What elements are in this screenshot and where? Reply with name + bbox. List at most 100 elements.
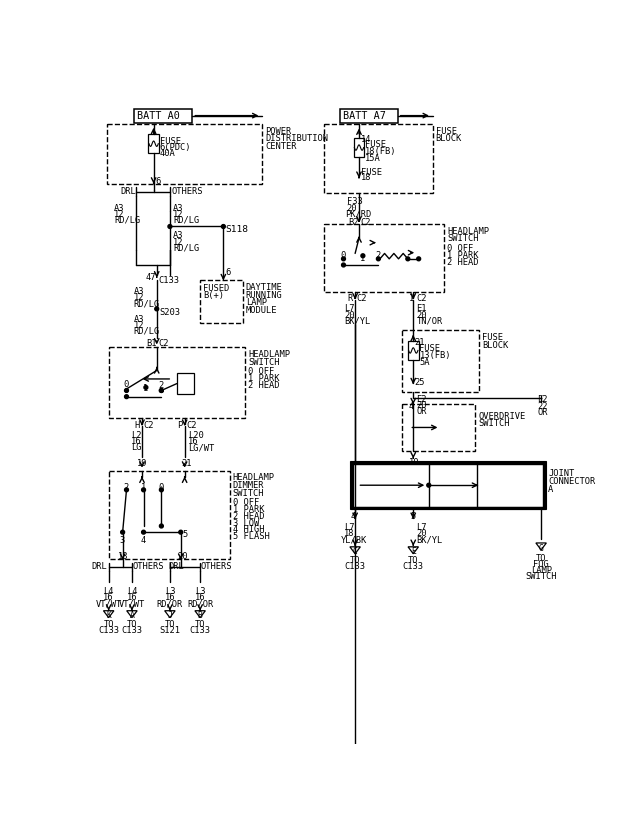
Bar — [324, 125, 433, 194]
Text: L7: L7 — [344, 522, 355, 532]
Text: 12: 12 — [134, 293, 144, 302]
Text: B1: B1 — [146, 339, 156, 348]
Text: 21: 21 — [415, 337, 426, 346]
Text: 0: 0 — [158, 482, 164, 492]
Text: 13(FB): 13(FB) — [419, 350, 451, 359]
Text: TN/OR: TN/OR — [417, 317, 443, 325]
Text: 16: 16 — [127, 593, 137, 602]
Text: FUSED: FUSED — [204, 284, 230, 293]
Text: L7: L7 — [417, 522, 427, 532]
Text: 12: 12 — [173, 237, 184, 247]
Text: HEADLAMP: HEADLAMP — [248, 349, 290, 359]
Text: 4: 4 — [351, 511, 356, 520]
Bar — [107, 125, 262, 185]
Text: 40A: 40A — [160, 149, 175, 158]
Text: LG: LG — [131, 442, 141, 451]
Text: 20: 20 — [178, 552, 188, 561]
Text: S118: S118 — [226, 225, 249, 234]
Text: C2: C2 — [158, 339, 169, 348]
Text: TO: TO — [350, 556, 360, 564]
Text: 16: 16 — [195, 593, 205, 602]
Text: OTHERS: OTHERS — [132, 562, 164, 571]
Circle shape — [406, 257, 410, 262]
Bar — [148, 135, 159, 154]
Text: L7: L7 — [344, 304, 355, 314]
Text: 1: 1 — [408, 294, 414, 303]
Bar — [402, 331, 479, 393]
Text: BLOCK: BLOCK — [482, 340, 508, 349]
Text: L2: L2 — [131, 431, 141, 439]
Text: BK/YL: BK/YL — [344, 317, 371, 325]
Text: 1: 1 — [360, 253, 365, 263]
Text: 2 HEAD: 2 HEAD — [447, 257, 479, 266]
Text: 18: 18 — [118, 552, 129, 561]
Circle shape — [141, 531, 145, 534]
Text: OTHERS: OTHERS — [172, 186, 203, 196]
Text: SWITCH: SWITCH — [525, 572, 557, 581]
Text: A3: A3 — [134, 287, 144, 295]
Text: 6: 6 — [155, 177, 161, 186]
Bar — [353, 464, 544, 507]
Circle shape — [168, 225, 172, 229]
Circle shape — [121, 531, 125, 534]
Text: TO: TO — [536, 553, 547, 563]
Bar — [324, 225, 444, 293]
Text: FUSE: FUSE — [365, 140, 386, 150]
Text: 3: 3 — [120, 536, 125, 544]
Bar — [351, 463, 545, 508]
Text: G: G — [539, 543, 543, 553]
Text: 10: 10 — [408, 457, 419, 466]
Text: 2: 2 — [158, 380, 164, 390]
Text: LAMP: LAMP — [246, 298, 267, 307]
Text: C2: C2 — [360, 218, 371, 227]
Text: 1: 1 — [140, 482, 146, 492]
Bar — [351, 462, 545, 509]
Circle shape — [125, 389, 129, 393]
Circle shape — [125, 395, 129, 399]
Text: OTHERS: OTHERS — [201, 562, 232, 571]
Bar — [109, 471, 230, 559]
Text: 0 OFF: 0 OFF — [447, 243, 474, 252]
Text: C133: C133 — [403, 562, 424, 571]
Text: 5A: 5A — [419, 357, 430, 366]
Text: C2: C2 — [356, 294, 367, 303]
Text: 18(FB): 18(FB) — [365, 147, 397, 156]
Text: 5 FLASH: 5 FLASH — [233, 532, 269, 541]
Text: L20: L20 — [188, 431, 204, 439]
Text: HEADLAMP: HEADLAMP — [447, 227, 490, 236]
Text: S203: S203 — [160, 307, 181, 316]
Text: RD/LG: RD/LG — [134, 326, 160, 335]
Text: B: B — [198, 610, 203, 619]
Text: L3: L3 — [195, 586, 205, 595]
Text: OR: OR — [537, 408, 548, 417]
Text: C133: C133 — [122, 625, 143, 635]
Text: S121: S121 — [159, 625, 180, 635]
Text: F33: F33 — [347, 197, 362, 206]
Text: FOG: FOG — [533, 559, 549, 568]
Text: PK/RD: PK/RD — [345, 210, 371, 218]
Text: 0: 0 — [340, 250, 346, 259]
Circle shape — [417, 257, 420, 262]
Text: 1 PARK: 1 PARK — [447, 250, 479, 259]
Text: DRL: DRL — [92, 562, 108, 571]
Text: FUSE: FUSE — [360, 168, 381, 177]
Text: K: K — [106, 610, 111, 619]
Text: 0 OFF: 0 OFF — [233, 497, 259, 506]
Text: 15A: 15A — [365, 154, 381, 163]
Text: 16: 16 — [164, 593, 175, 602]
Circle shape — [159, 488, 163, 492]
Text: L4: L4 — [104, 586, 114, 595]
Text: 4: 4 — [140, 536, 146, 544]
Text: 2: 2 — [124, 482, 129, 492]
Bar — [177, 374, 194, 395]
Text: 16: 16 — [188, 436, 198, 446]
Text: RD/OR: RD/OR — [157, 599, 183, 608]
Text: JOINT: JOINT — [548, 469, 574, 477]
Text: 12: 12 — [173, 210, 184, 218]
Text: 2: 2 — [375, 250, 381, 259]
Circle shape — [179, 531, 182, 534]
Text: 1 PARK: 1 PARK — [248, 374, 280, 382]
Circle shape — [125, 488, 129, 492]
Text: P: P — [177, 421, 182, 429]
Text: 18: 18 — [344, 528, 355, 538]
